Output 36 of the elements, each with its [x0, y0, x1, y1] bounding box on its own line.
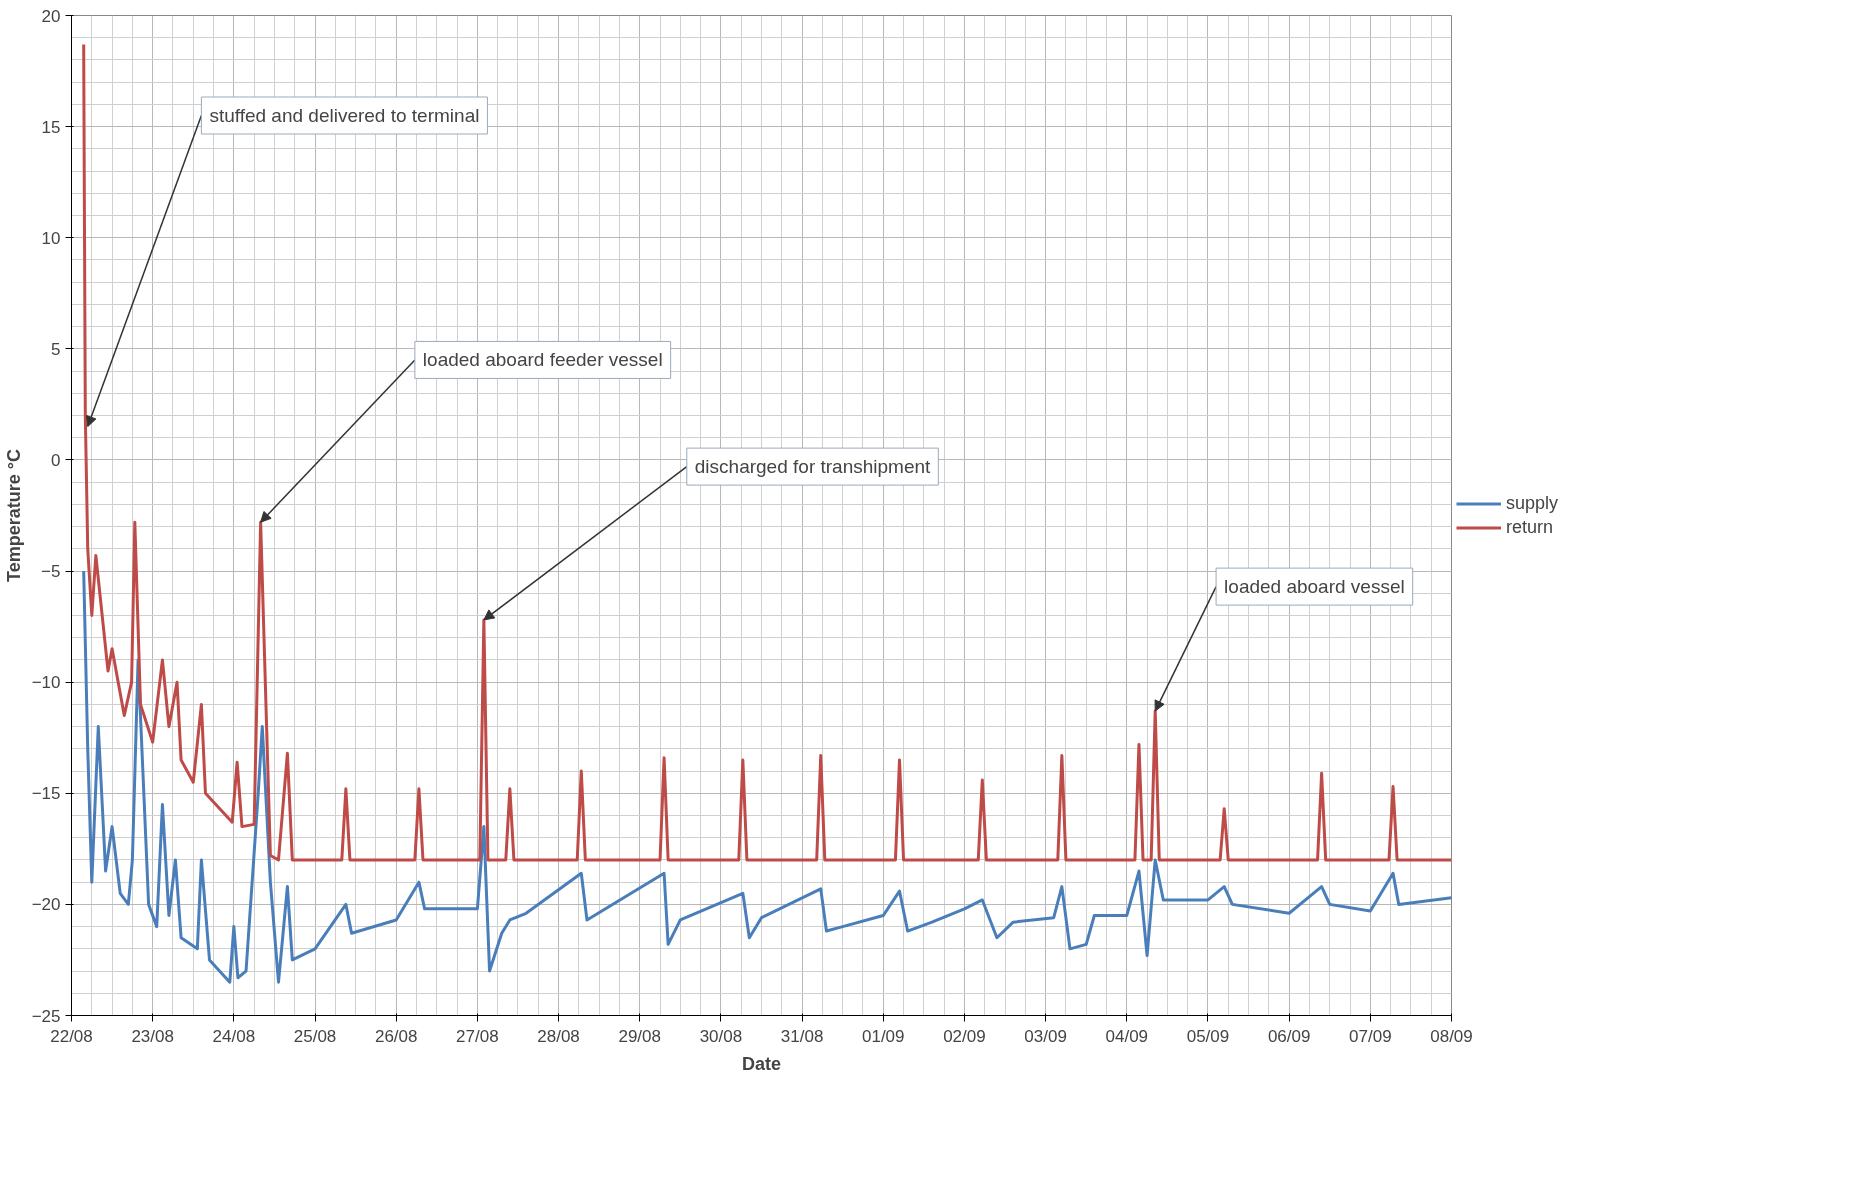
y-tick-label: 0 [51, 450, 61, 470]
x-tick-label: 25/08 [293, 1026, 337, 1046]
x-tick-label: 01/09 [861, 1026, 905, 1046]
annotation: discharged for transhipment [694, 456, 932, 478]
y-tick-label: 5 [51, 339, 61, 359]
x-tick-label: 23/08 [131, 1026, 174, 1046]
x-tick-label: 05/09 [1186, 1026, 1230, 1046]
y-tick-label: −15 [31, 784, 61, 804]
annotation: loaded aboard vessel [1224, 576, 1405, 598]
x-tick-label: 24/08 [212, 1026, 256, 1046]
legend-label: return [1506, 516, 1554, 538]
x-axis-title: Date [741, 1053, 782, 1074]
annotation: loaded aboard feeder vessel [422, 349, 663, 371]
y-axis-title: Temperature °C [3, 449, 24, 582]
x-tick-label: 02/09 [943, 1026, 986, 1046]
x-tick-label: 07/09 [1349, 1026, 1392, 1046]
legend-label: supply [1506, 492, 1559, 514]
x-tick-label: 29/08 [618, 1026, 662, 1046]
y-tick-label: −5 [41, 562, 61, 582]
x-tick-label: 31/08 [780, 1026, 824, 1046]
x-tick-label: 22/08 [50, 1026, 93, 1046]
y-tick-label: −25 [31, 1006, 61, 1026]
y-tick-label: −20 [31, 895, 61, 915]
x-tick-label: 03/09 [1024, 1026, 1067, 1046]
x-tick-label: 27/08 [456, 1026, 499, 1046]
x-tick-label: 06/09 [1267, 1026, 1311, 1046]
y-tick-label: 10 [41, 228, 61, 248]
y-tick-label: −10 [31, 673, 61, 693]
y-tick-label: 20 [41, 6, 61, 26]
x-tick-label: 08/09 [1430, 1026, 1473, 1046]
y-tick-label: 15 [41, 117, 61, 137]
x-tick-label: 28/08 [537, 1026, 580, 1046]
x-tick-label: 04/09 [1105, 1026, 1149, 1046]
x-tick-label: 30/08 [699, 1026, 743, 1046]
annotation: stuffed and delivered to terminal [209, 105, 480, 126]
x-tick-label: 26/08 [374, 1026, 418, 1046]
